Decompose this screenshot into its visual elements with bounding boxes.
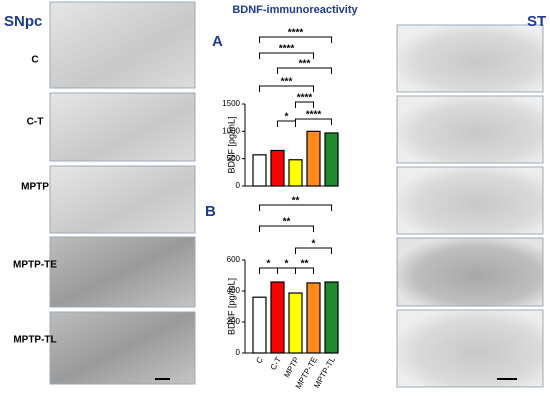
bar <box>270 149 285 187</box>
right-label: ST <box>527 13 546 30</box>
y-tick-label: 200 <box>227 317 241 326</box>
image <box>396 95 544 164</box>
significance-label: *** <box>299 59 311 70</box>
significance-bracket <box>259 225 314 232</box>
bar <box>288 292 303 354</box>
y-tick-label: 1000 <box>222 126 240 135</box>
significance-label: **** <box>306 110 322 121</box>
bar <box>252 154 267 187</box>
y-tick-label: 1500 <box>222 99 240 108</box>
x-tick-label: C-T <box>269 355 284 371</box>
significance-bracket <box>259 36 332 43</box>
image <box>396 237 544 307</box>
image <box>49 236 196 308</box>
significance-label: * <box>285 259 289 270</box>
image <box>396 309 544 388</box>
significance-bracket <box>295 267 314 274</box>
left-label: SNpc <box>4 13 42 30</box>
significance-bracket <box>259 204 332 211</box>
significance-label: * <box>285 112 289 123</box>
bar <box>306 130 321 187</box>
figure-title: BDNF-immunoreactivity <box>232 4 358 16</box>
y-tick-label: 0 <box>236 348 241 357</box>
significance-bracket <box>277 67 332 74</box>
st-images <box>396 24 544 388</box>
significance-label: *** <box>281 77 293 88</box>
bar <box>288 159 303 187</box>
image <box>396 166 544 235</box>
image <box>49 311 196 385</box>
row-label: MPTP-TL <box>13 335 56 346</box>
y-tick-label: 600 <box>227 255 241 264</box>
significance-label: ** <box>301 259 309 270</box>
y-axis-label: BDNF [pg/mL] <box>226 116 236 173</box>
significance-label: **** <box>297 93 313 104</box>
x-tick-label: C <box>254 355 265 365</box>
significance-label: ** <box>283 217 291 228</box>
row-label: MPTP <box>21 182 49 193</box>
y-tick-label: 0 <box>236 181 241 190</box>
significance-label: ** <box>292 196 300 207</box>
y-axis-label: BDNF [pg/mL] <box>226 278 236 335</box>
bar <box>324 281 339 354</box>
panel-label: A <box>212 33 223 50</box>
row-label: C <box>31 55 38 66</box>
significance-bracket <box>295 247 332 254</box>
x-tick-label: MPTP <box>282 356 301 380</box>
significance-bracket <box>259 52 314 59</box>
significance-label: **** <box>279 44 295 55</box>
bar <box>324 132 339 187</box>
bar <box>306 282 321 354</box>
image <box>49 92 196 162</box>
significance-label: * <box>267 259 271 270</box>
y-tick-label: 400 <box>227 286 241 295</box>
row-label: MPTP-TE <box>13 260 57 271</box>
panel-label: B <box>205 203 216 220</box>
bar <box>252 296 267 354</box>
snpc-images <box>49 1 196 385</box>
significance-bracket <box>295 101 314 108</box>
significance-bracket <box>295 118 332 125</box>
significance-label: * <box>312 239 316 250</box>
bar <box>270 281 285 354</box>
significance-bracket <box>259 85 314 92</box>
image <box>49 165 196 234</box>
row-label: C-T <box>27 117 44 128</box>
image <box>49 1 196 89</box>
image <box>396 24 544 93</box>
significance-label: **** <box>288 28 304 39</box>
y-tick-label: 500 <box>227 154 241 163</box>
